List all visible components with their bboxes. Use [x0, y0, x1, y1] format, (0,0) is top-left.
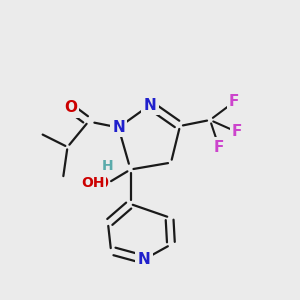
Text: F: F [229, 94, 239, 110]
Text: N: N [112, 120, 125, 135]
Text: H: H [102, 160, 114, 173]
Text: O: O [95, 176, 108, 190]
Text: O: O [64, 100, 77, 116]
Text: N: N [144, 98, 156, 112]
Text: F: F [214, 140, 224, 154]
Text: F: F [232, 124, 242, 140]
Text: OH: OH [82, 176, 105, 190]
Text: N: N [138, 252, 150, 267]
